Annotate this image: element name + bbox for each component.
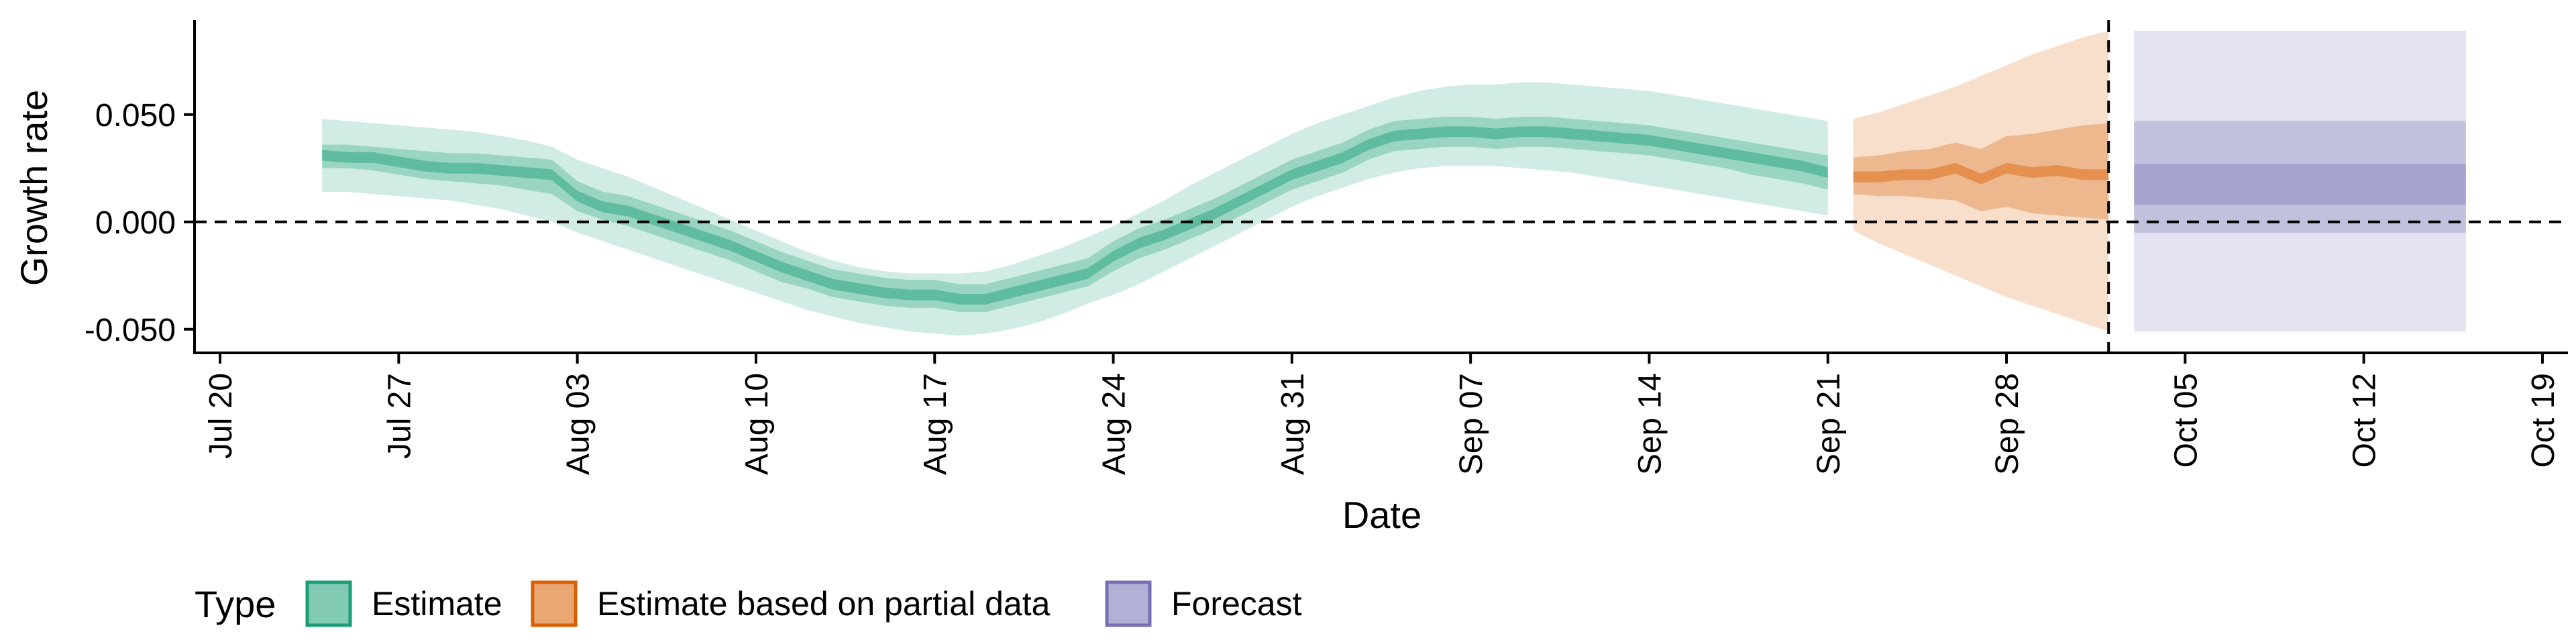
estimate-median-band [322,126,1828,305]
y-axis-label: Growth rate [13,90,55,286]
x-tick-label: Sep 14 [1633,373,1668,475]
legend-label: Forecast [1171,585,1302,623]
x-tick-label: Aug 24 [1097,373,1132,475]
legend-swatch [305,580,352,627]
legend-label: Estimate based on partial data [597,585,1051,623]
x-tick-label: Aug 10 [739,373,775,475]
x-tick-label: Aug 31 [1275,373,1311,475]
x-tick-label: Jul 27 [382,373,417,459]
legend: Type Estimate Estimate based on partial d… [195,580,1302,627]
legend-title: Type [195,583,276,625]
x-tick-label: Aug 03 [561,373,596,475]
reference-lines [195,20,2568,353]
forecast-band-25 [2134,164,2466,205]
legend-items: Estimate Estimate based on partial data Fo… [305,580,1302,627]
legend-label: Estimate [372,585,502,623]
x-tick-label: Sep 28 [1990,373,2025,475]
x-tick-label: Sep 07 [1454,373,1489,475]
x-tick-label: Jul 20 [203,373,239,459]
x-tick-label: Oct 19 [2526,373,2561,468]
legend-swatch [1105,580,1152,627]
estimate-band-90 [322,82,1828,336]
estimate-based-on-partial-data-band-90 [1853,31,2109,331]
x-tick-label: Aug 17 [918,373,953,475]
estimate-band-50 [322,117,1828,313]
legend-swatch [531,580,578,627]
forecast-band-50 [2134,121,2466,233]
forecast-band-90 [2134,31,2466,331]
axes: 0.050 0.000 -0.050 Jul 20 Jul 27 Aug 03 Aug 10… [85,20,2568,475]
estimate-based-on-partial-data-median-band [1853,162,2109,184]
x-tick-label: Sep 21 [1811,373,1847,475]
series-bands [322,31,2466,336]
x-tick-label: Oct 12 [2347,373,2383,468]
x-axis-label: Date [1342,494,1421,536]
x-tick-label: Oct 05 [2168,373,2204,468]
y-tick-label: 0.050 [95,98,176,133]
estimate-based-on-partial-data-band-50 [1853,123,2109,220]
y-tick-label: 0.000 [95,205,176,241]
y-tick-label: -0.050 [85,313,176,348]
